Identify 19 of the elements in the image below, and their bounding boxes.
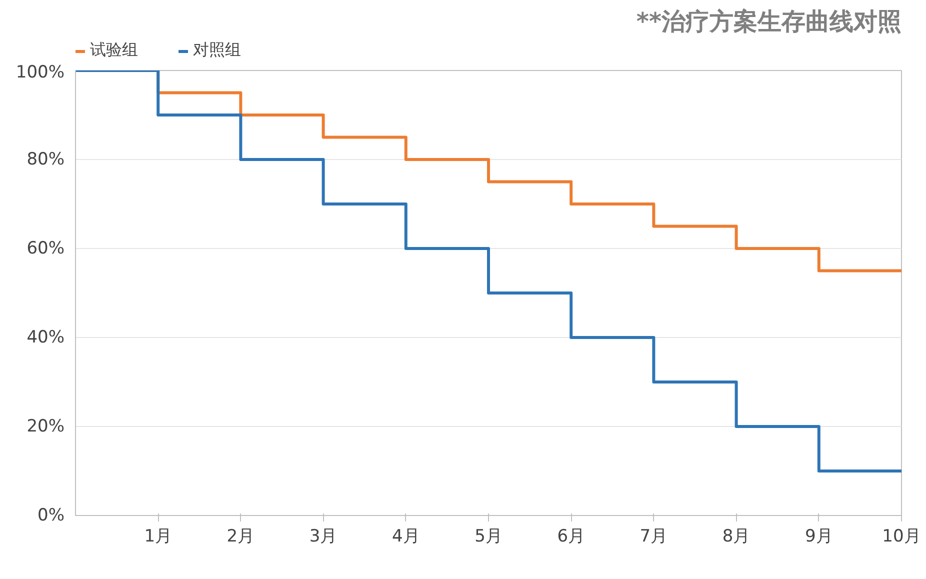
x-tick-label: 1月 <box>144 526 172 546</box>
y-tick-label: 80% <box>26 150 65 170</box>
x-tick-label: 7月 <box>640 526 668 546</box>
y-tick-label: 20% <box>26 416 65 436</box>
y-tick-label: 0% <box>38 506 65 526</box>
x-tick-label: 4月 <box>392 526 420 546</box>
x-tick-label: 3月 <box>309 526 338 546</box>
legend-label: 对照组 <box>193 40 241 61</box>
y-tick-label: 40% <box>26 328 65 348</box>
legend-label: 试验组 <box>90 40 138 61</box>
chart-title: **治疗方案生存曲线对照 <box>636 8 902 36</box>
x-tick-label: 2月 <box>226 526 255 546</box>
x-tick-label: 9月 <box>804 526 833 546</box>
y-tick-label: 60% <box>26 238 65 258</box>
x-tick-label: 10月 <box>882 526 921 546</box>
x-tick-label: 5月 <box>474 526 502 546</box>
y-tick-label: 100% <box>16 62 65 82</box>
x-tick-label: 6月 <box>557 526 586 546</box>
x-tick-label: 8月 <box>722 526 750 546</box>
